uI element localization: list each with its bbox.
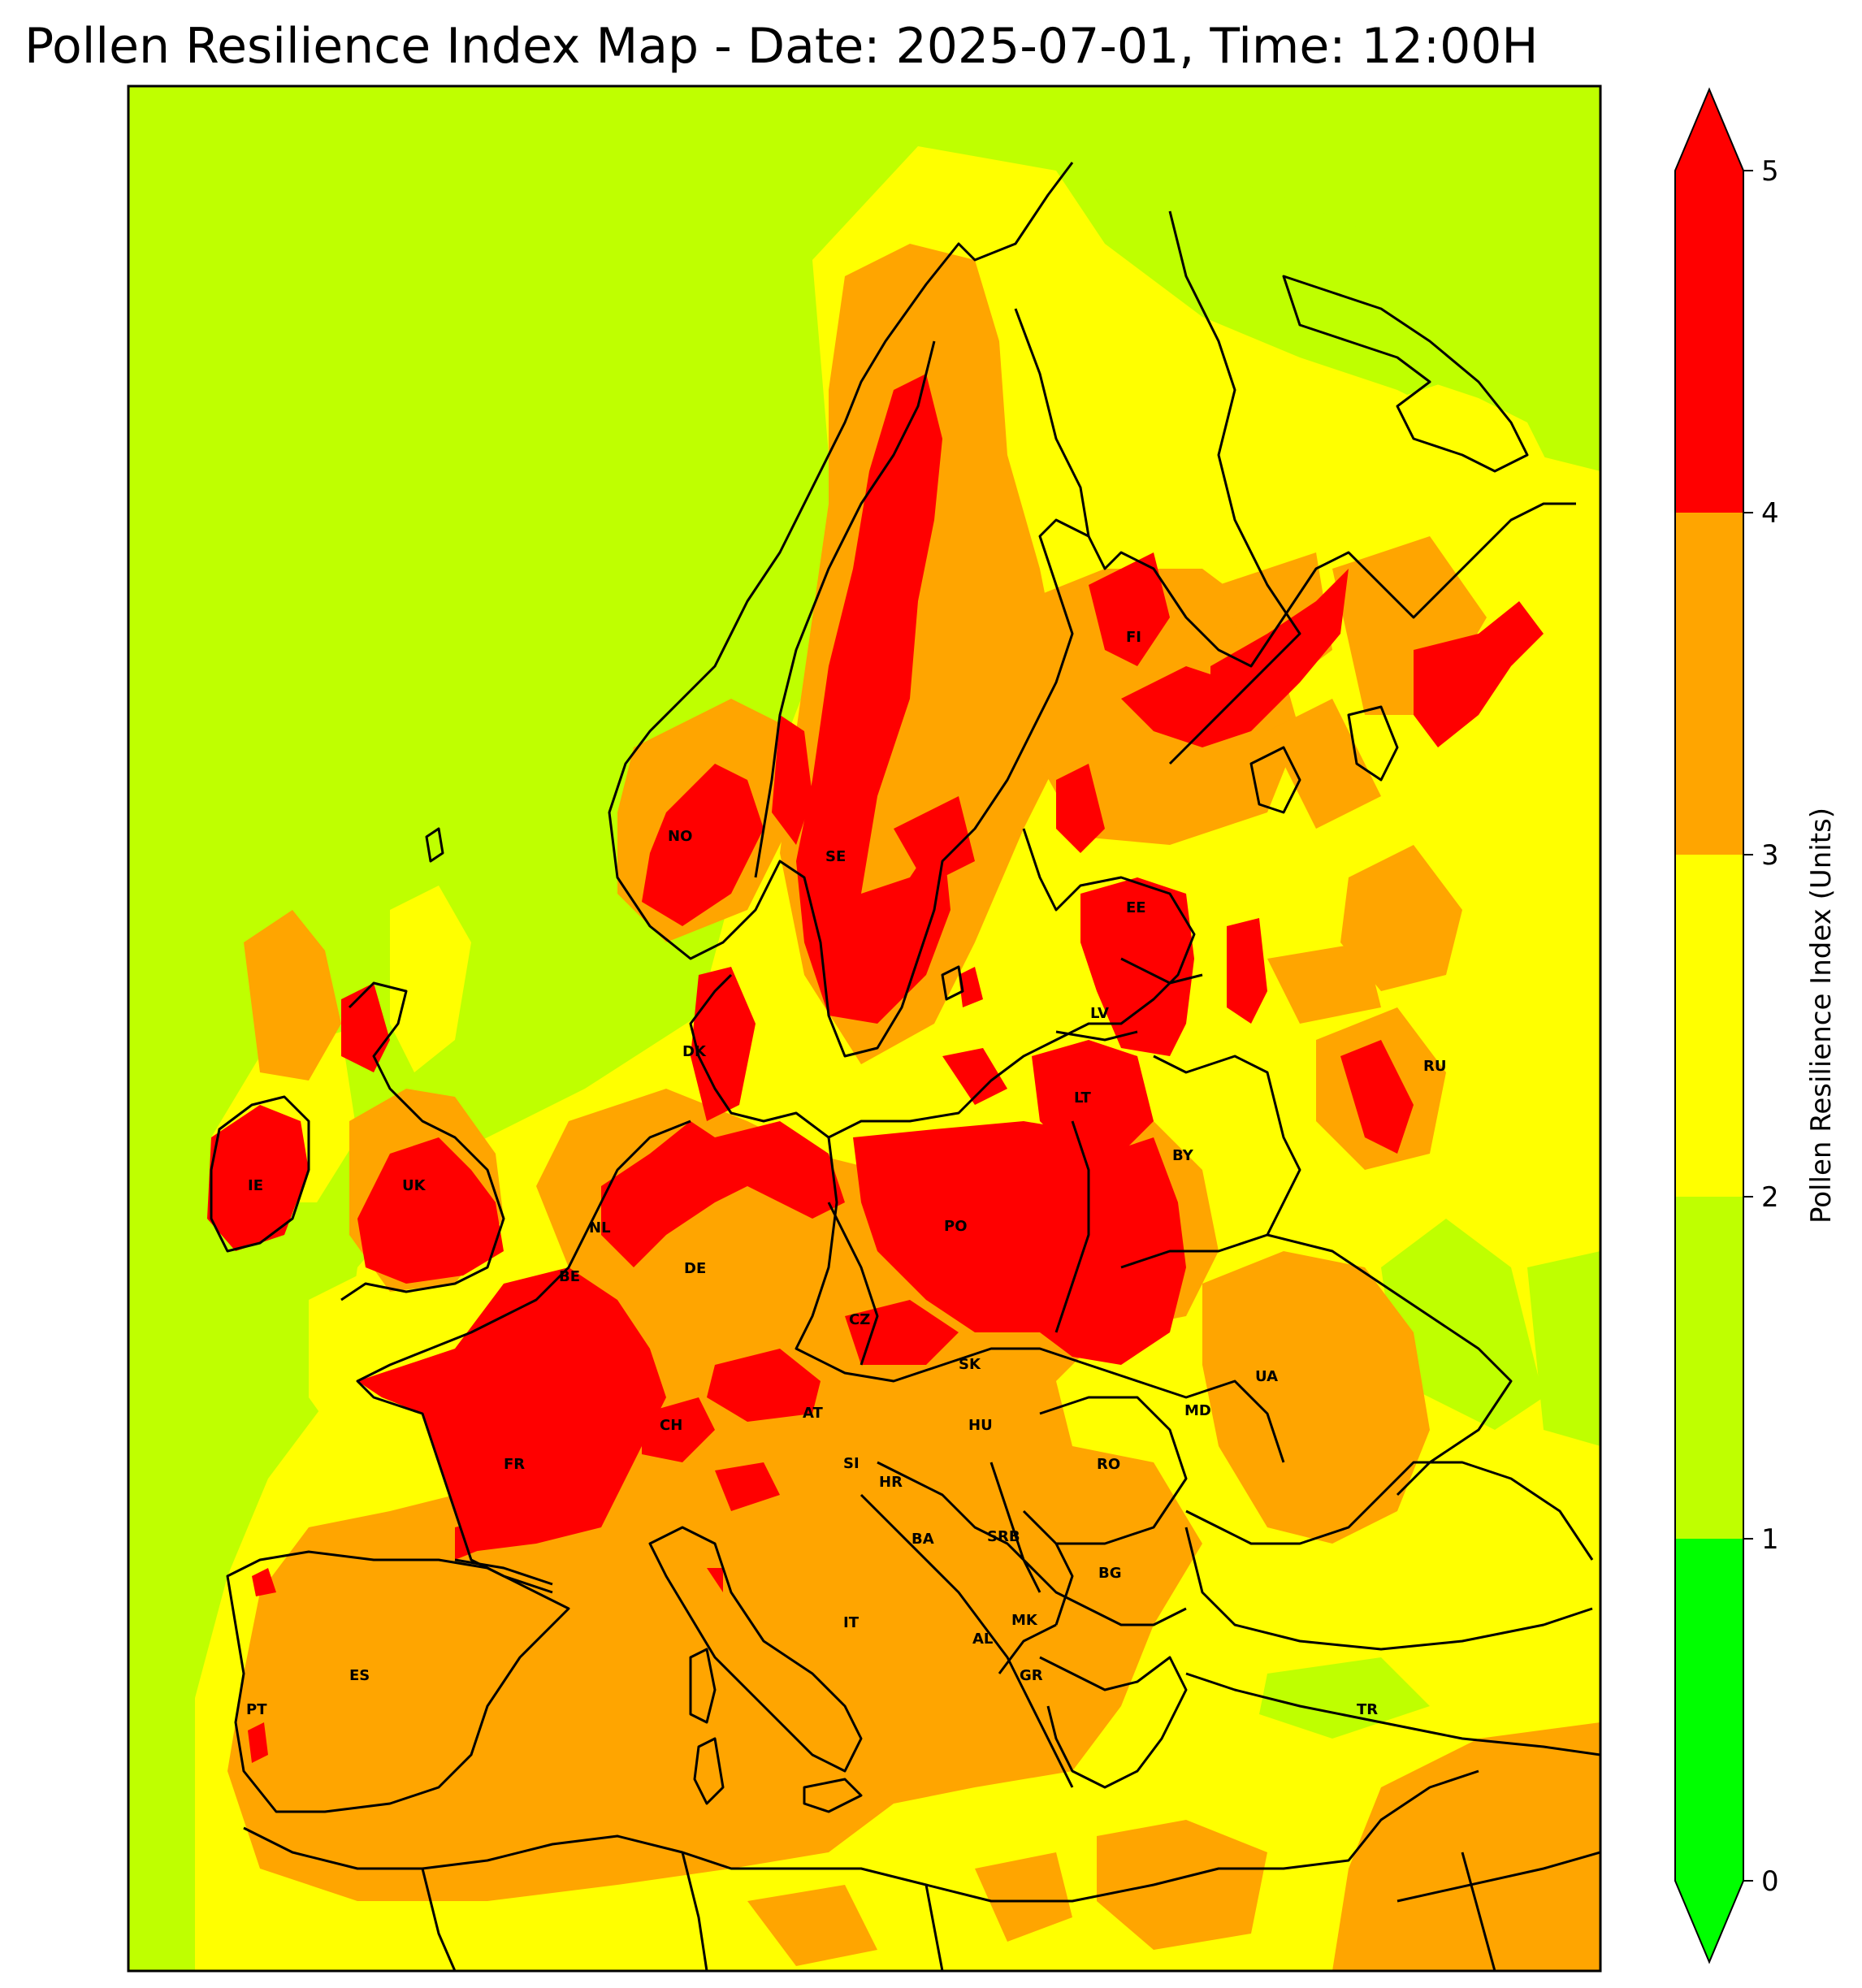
country-code-lv: LV xyxy=(1090,1005,1109,1022)
country-code-no: NO xyxy=(668,828,692,845)
colorbar-band-2 xyxy=(1675,855,1743,1197)
coastline-sicily xyxy=(803,1778,863,1813)
border-central-europe xyxy=(795,1137,1285,1463)
colorbar: 0 1 2 3 4 5 xyxy=(1674,87,1779,1964)
coastline-uk xyxy=(340,981,505,1302)
coastline-adriatic xyxy=(860,1493,1074,1788)
country-code-uk: UK xyxy=(402,1177,427,1194)
country-code-al: AL xyxy=(972,1631,993,1648)
country-code-sk: SK xyxy=(959,1356,981,1373)
country-borders xyxy=(210,162,1600,1971)
colorbar-tick-label-4: 4 xyxy=(1761,497,1779,530)
colorbar-tick-label-3: 3 xyxy=(1761,839,1779,872)
coastline-black-sea xyxy=(1184,1461,1594,1651)
country-code-se: SE xyxy=(825,848,846,865)
border-balkans xyxy=(877,1461,1187,1674)
border-finland-russia xyxy=(1168,210,1301,765)
border-baltics xyxy=(1055,957,1203,1042)
country-code-nl: NL xyxy=(589,1219,611,1237)
colorbar-label: Pollen Resilience Index (Units) xyxy=(1805,808,1838,1224)
border-france-spain xyxy=(454,1558,553,1586)
country-code-md: MD xyxy=(1184,1402,1211,1419)
country-code-ch: CH xyxy=(660,1417,682,1434)
border-germany-east xyxy=(827,1202,879,1366)
colorbar-tick-label-1: 1 xyxy=(1761,1523,1779,1556)
coastline-lakes-russia xyxy=(1249,705,1399,814)
coastline-corsica-sardinia xyxy=(689,1648,725,1805)
country-code-ee: EE xyxy=(1126,899,1146,916)
country-code-ro: RO xyxy=(1097,1456,1120,1473)
country-code-ie: IE xyxy=(248,1177,263,1194)
coastline-iberia xyxy=(226,1550,570,1813)
country-code-bg: BG xyxy=(1098,1565,1122,1582)
coastline-greece-turkey xyxy=(1039,1656,1600,1789)
colorbar-band-1 xyxy=(1675,1197,1743,1539)
country-code-lt: LT xyxy=(1074,1089,1091,1107)
country-code-ba: BA xyxy=(912,1531,934,1548)
colorbar-extend-max xyxy=(1675,89,1743,171)
country-code-si: SI xyxy=(843,1455,860,1472)
map-frame xyxy=(127,84,1602,1973)
coastline-iceland-islands xyxy=(425,827,964,1001)
border-poland-east xyxy=(1054,1120,1090,1333)
border-belarus xyxy=(1120,1055,1301,1269)
index-band-red xyxy=(207,374,1544,1763)
country-code-ua: UA xyxy=(1255,1368,1278,1385)
coastline-italy xyxy=(648,1526,863,1773)
country-code-pt: PT xyxy=(246,1701,267,1718)
country-code-es: ES xyxy=(349,1667,370,1684)
country-code-po: PO xyxy=(944,1218,968,1235)
colorbar-band-4 xyxy=(1675,171,1743,513)
border-norway-sweden xyxy=(754,340,936,878)
country-code-at: AT xyxy=(803,1405,824,1422)
coastline-baltic xyxy=(689,828,1196,1139)
coastline-scandinavia xyxy=(608,162,1576,1058)
country-code-srb: SRB xyxy=(987,1528,1020,1545)
country-code-de: DE xyxy=(684,1260,706,1277)
country-code-tr: TR xyxy=(1357,1701,1378,1718)
country-labels: NO SE FI EE LV LT RU BY DK IE UK NL BE D… xyxy=(246,629,1446,1718)
border-romania xyxy=(1022,1396,1188,1545)
colorbar-band-0 xyxy=(1675,1539,1743,1881)
coastline-ireland xyxy=(210,1095,310,1253)
colorbar-extend-min xyxy=(1675,1881,1743,1962)
country-code-gr: GR xyxy=(1020,1667,1043,1684)
country-code-by: BY xyxy=(1172,1147,1194,1164)
country-code-hr: HR xyxy=(879,1474,903,1491)
country-code-dk: DK xyxy=(682,1043,707,1060)
coastline-north-sea xyxy=(356,1120,691,1594)
border-north-africa xyxy=(421,1851,1600,1971)
colorbar-band-3 xyxy=(1675,513,1743,855)
coastline-north-africa xyxy=(243,1769,1479,1903)
index-band-lime xyxy=(1080,171,1600,1739)
border-ukraine-east xyxy=(1267,1233,1513,1496)
country-code-it: IT xyxy=(843,1614,860,1631)
country-code-be: BE xyxy=(559,1268,580,1285)
country-code-mk: MK xyxy=(1011,1612,1038,1629)
country-code-fi: FI xyxy=(1126,629,1141,646)
colorbar-tick-label-2: 2 xyxy=(1761,1181,1779,1214)
map-title: Pollen Resilience Index Map - Date: 2025… xyxy=(24,18,1539,75)
border-sweden-finland xyxy=(1014,308,1090,537)
colorbar-tick-label-0: 0 xyxy=(1761,1865,1779,1898)
country-code-fr: FR xyxy=(504,1456,525,1473)
colorbar-tick-label-5: 5 xyxy=(1761,155,1779,188)
country-code-ru: RU xyxy=(1423,1058,1446,1075)
coastline-white-sea xyxy=(1282,275,1529,473)
country-code-hu: HU xyxy=(968,1417,993,1434)
map-panel: NO SE FI EE LV LT RU BY DK IE UK NL BE D… xyxy=(128,86,1600,1971)
country-code-cz: CZ xyxy=(849,1311,870,1328)
